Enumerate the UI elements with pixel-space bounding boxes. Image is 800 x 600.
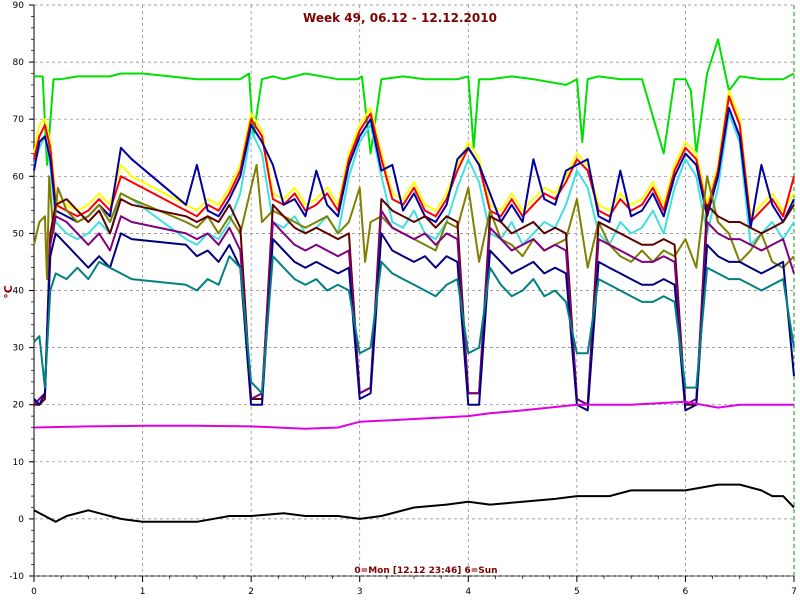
y-tick-label: 80 [13,58,25,68]
y-axis-label: °C [2,285,15,299]
y-tick-label: 10 [13,458,25,468]
series-line-10 [33,255,795,395]
series-line-9 [33,232,795,412]
y-axis-ticks: -10 0 10 20 30 40 50 60 70 80 90 [9,1,34,582]
y-tick-label: 0 [18,515,24,525]
x-tick-label: 0 [31,587,37,597]
x-tick-label: 6 [683,587,689,597]
series-line-2 [33,89,795,218]
y-tick-label: 30 [13,344,25,354]
series-line-7 [34,198,795,406]
x-tick-label: 3 [357,587,363,597]
y-tick-label: -10 [9,572,24,582]
x-axis-ticks: 0 1 2 3 4 5 6 7 [31,576,797,597]
x-tick-label: 7 [791,587,797,597]
chart-title: Week 49, 06.12 - 12.12.2010 [303,11,497,25]
y-tick-label: 20 [13,401,25,411]
y-tick-label: 50 [13,229,25,239]
series-lines [33,38,795,523]
y-tick-label: 40 [13,287,25,297]
grid-lines [33,4,795,577]
series-line-3 [33,95,795,223]
series-line-11 [33,400,794,430]
x-tick-label: 5 [574,587,580,597]
x-tick-label: 4 [465,587,471,597]
y-tick-label: 90 [13,1,25,11]
series-line-1 [34,38,795,166]
y-tick-label: 60 [13,172,25,182]
x-tick-label: 2 [248,587,254,597]
x-axis-footer-label: 0=Mon [12.12 23:46] 6=Sun [354,566,497,576]
x-tick-label: 1 [140,587,146,597]
y-tick-label: 70 [13,115,25,125]
series-line-8 [33,209,795,406]
series-line-12 [33,483,795,523]
